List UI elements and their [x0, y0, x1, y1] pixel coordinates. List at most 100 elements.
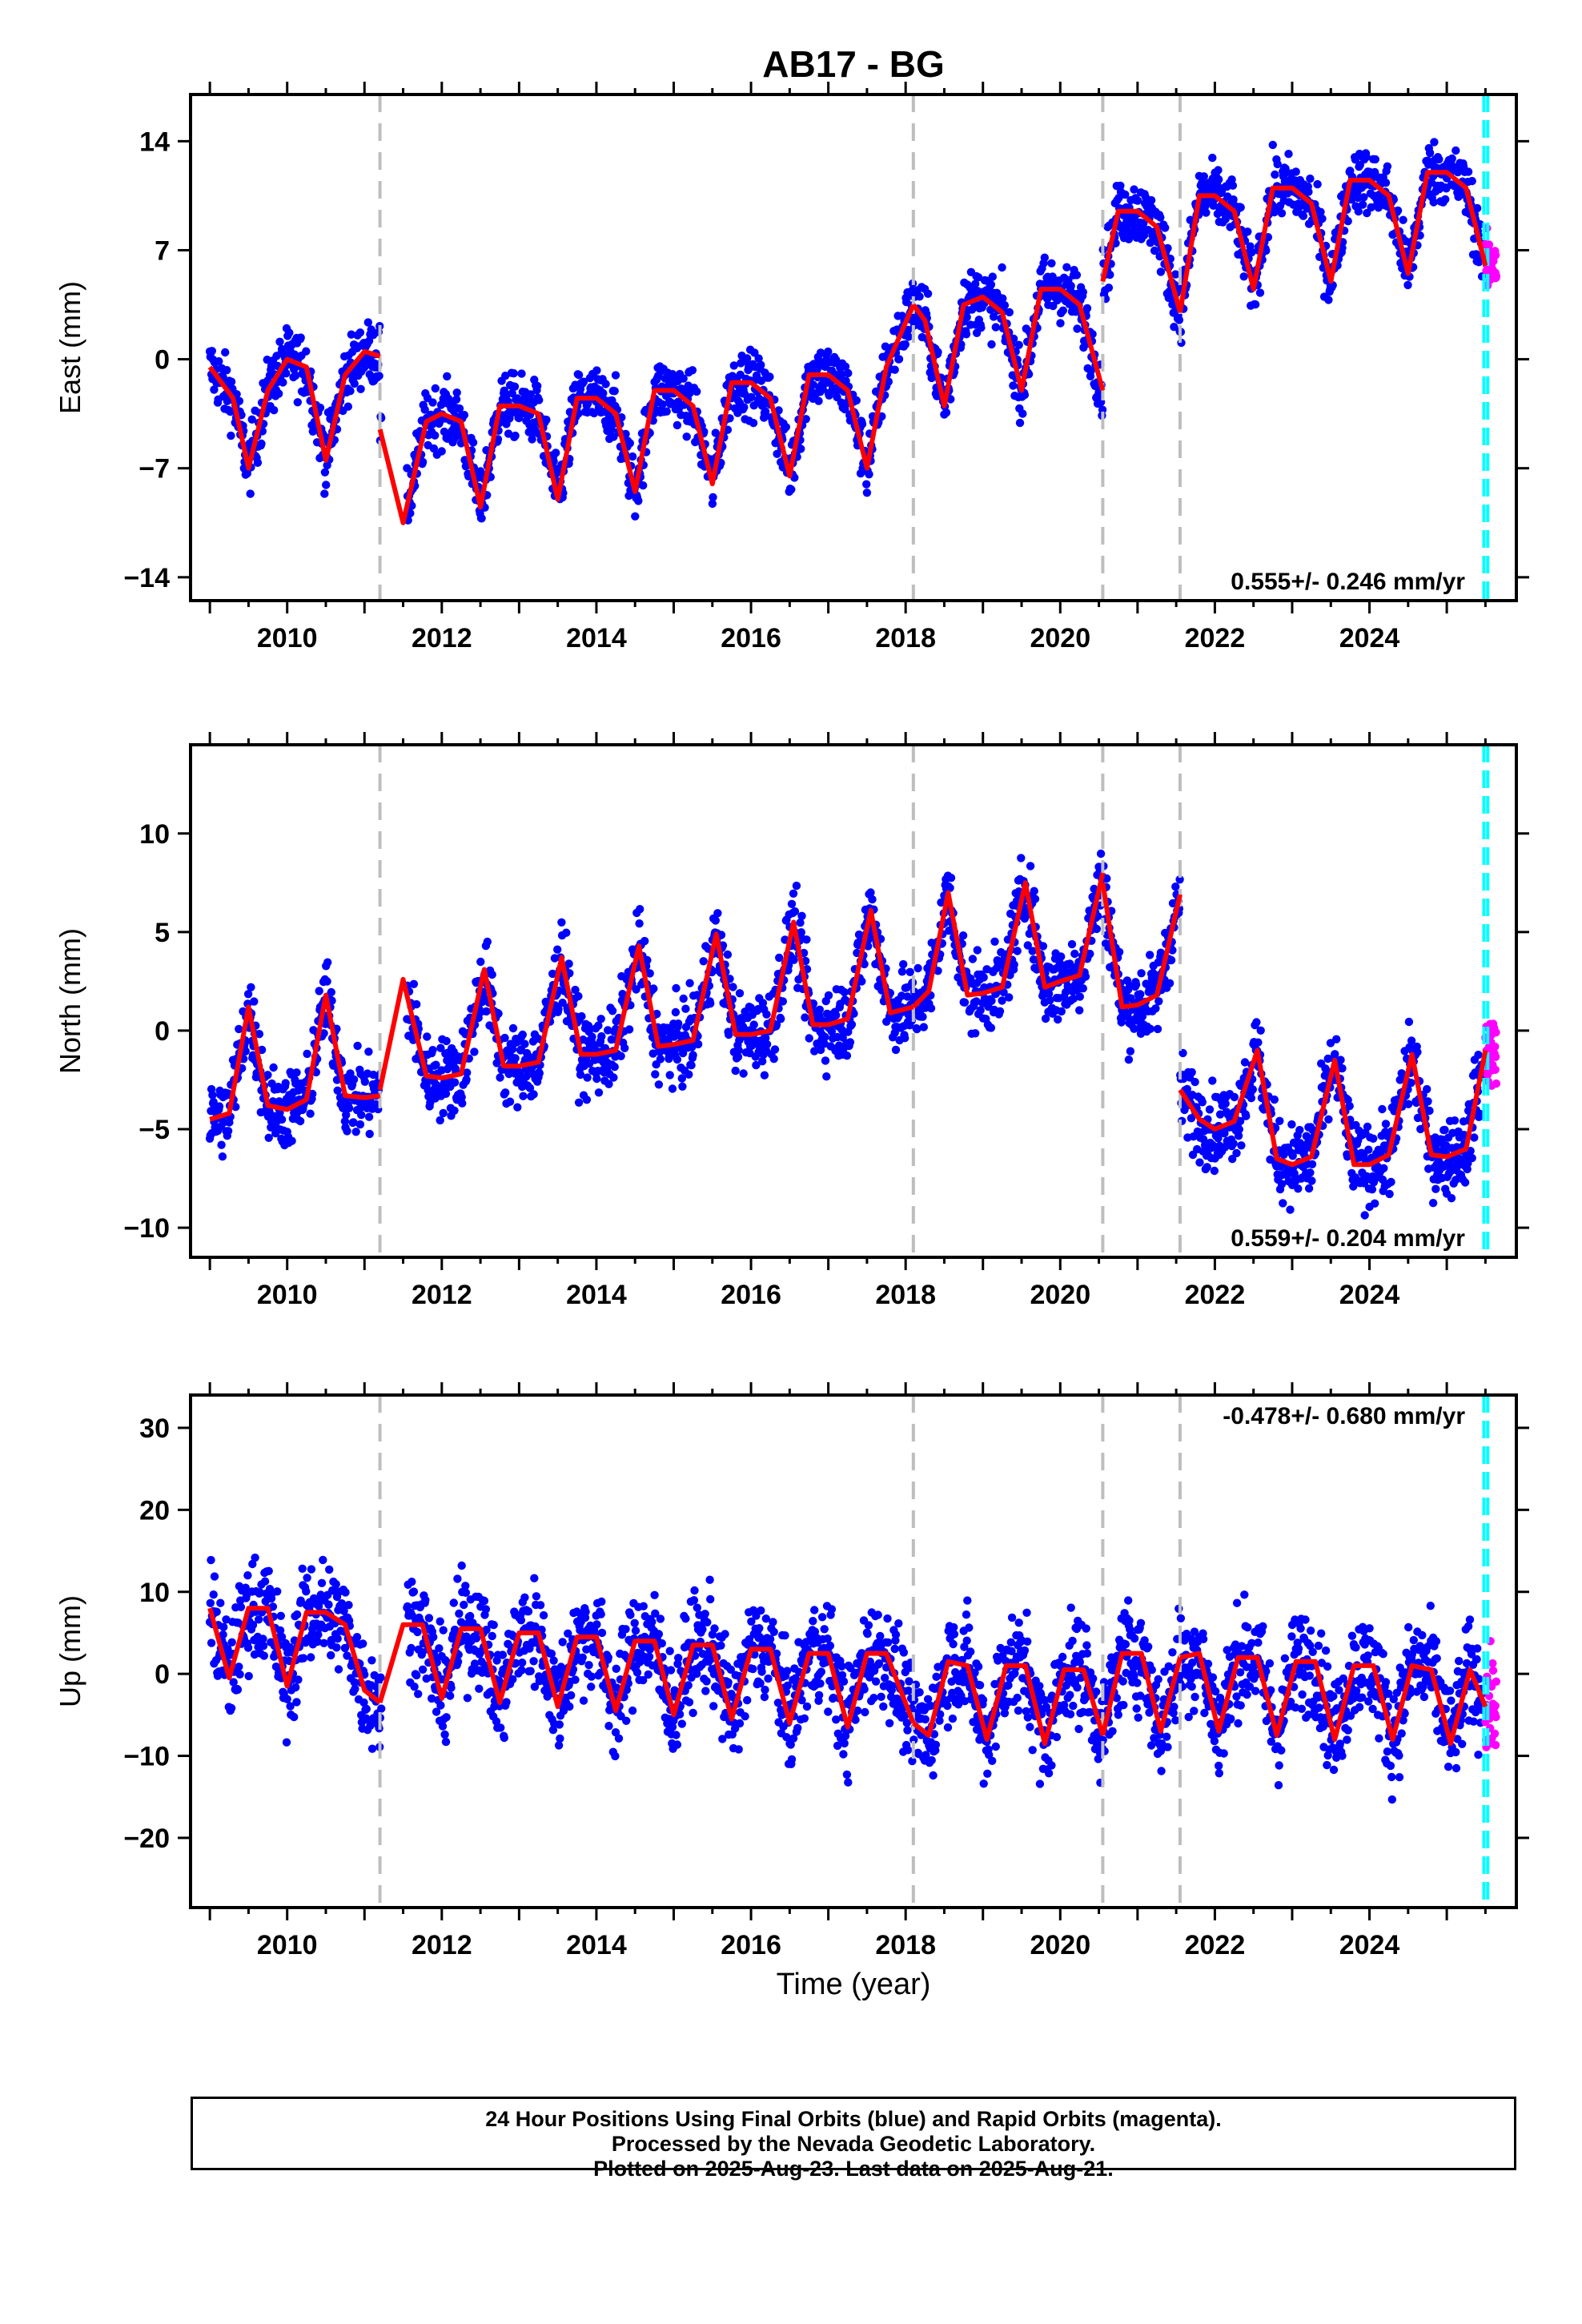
final-point — [1359, 193, 1368, 202]
final-point — [1430, 138, 1439, 147]
final-point — [1360, 1211, 1369, 1220]
final-point — [729, 983, 737, 991]
final-point — [535, 1069, 544, 1078]
final-point — [412, 999, 421, 1009]
final-point — [257, 439, 266, 448]
final-point — [513, 1103, 522, 1112]
final-point — [1254, 1038, 1263, 1047]
final-point — [1005, 993, 1014, 1002]
final-point — [611, 371, 620, 380]
final-point — [1393, 206, 1403, 215]
final-point — [781, 423, 790, 432]
final-point — [797, 911, 806, 921]
final-point — [673, 420, 682, 430]
final-point — [1214, 1134, 1223, 1143]
final-point — [973, 946, 982, 955]
final-point — [971, 1029, 980, 1038]
final-point — [478, 997, 487, 1007]
final-point — [1121, 190, 1130, 199]
final-point — [1215, 1110, 1225, 1119]
final-point — [881, 342, 890, 351]
final-point — [758, 999, 768, 1007]
final-point — [1239, 272, 1248, 281]
final-point — [844, 368, 853, 378]
final-point — [693, 387, 701, 396]
final-point — [709, 493, 717, 502]
final-point — [787, 899, 797, 909]
final-point — [1146, 951, 1154, 959]
final-point — [1054, 1015, 1062, 1024]
final-point — [463, 1068, 472, 1077]
final-point — [894, 355, 904, 364]
final-point — [302, 347, 311, 356]
final-point — [1404, 1017, 1414, 1027]
final-point — [1284, 150, 1293, 159]
final-point — [323, 958, 332, 967]
final-point — [1056, 319, 1065, 328]
final-point — [277, 1115, 287, 1124]
rapid-point — [1491, 1065, 1500, 1075]
final-point — [976, 1006, 985, 1015]
final-point — [571, 985, 580, 995]
final-point — [437, 447, 446, 456]
final-point — [904, 332, 913, 341]
final-point — [733, 1052, 743, 1061]
model-curve — [911, 287, 1106, 408]
final-point — [364, 336, 374, 345]
final-point — [677, 1074, 686, 1083]
final-point — [1156, 213, 1165, 222]
final-point — [1082, 304, 1092, 313]
final-point — [1114, 947, 1124, 957]
final-point — [1156, 948, 1166, 957]
final-point — [934, 967, 942, 975]
final-point — [349, 1075, 359, 1084]
final-point — [1306, 1168, 1315, 1177]
final-point — [986, 280, 996, 289]
final-point — [1381, 1120, 1391, 1128]
final-point — [1343, 1152, 1352, 1161]
final-point — [525, 1084, 535, 1092]
final-point — [797, 928, 805, 937]
final-point — [355, 1120, 365, 1129]
final-point — [671, 1007, 681, 1017]
final-point — [350, 379, 359, 388]
final-point — [601, 380, 610, 388]
final-point — [1208, 1076, 1217, 1085]
final-point — [678, 1048, 688, 1058]
final-point — [1324, 296, 1333, 304]
final-point — [576, 1070, 585, 1080]
final-point — [1379, 1164, 1388, 1173]
final-point — [777, 1015, 785, 1023]
final-point — [901, 1034, 909, 1043]
final-point — [327, 987, 335, 997]
final-point — [634, 497, 643, 505]
final-point — [658, 400, 667, 409]
model-curve — [1100, 882, 1182, 1010]
final-point — [790, 907, 800, 916]
final-point — [717, 931, 726, 939]
final-point — [1273, 159, 1282, 169]
final-point — [351, 1128, 360, 1136]
final-point — [620, 1043, 629, 1053]
final-point — [431, 384, 440, 393]
final-point — [356, 384, 365, 393]
final-point — [221, 348, 230, 357]
final-point — [678, 1082, 687, 1092]
final-point — [668, 1084, 677, 1093]
model-curve — [209, 992, 380, 1122]
final-point — [320, 489, 329, 498]
rapid-point — [1492, 1028, 1500, 1037]
final-point — [1306, 174, 1315, 183]
final-point — [1086, 367, 1095, 376]
final-point — [347, 330, 355, 339]
final-point — [827, 1027, 837, 1036]
final-point — [725, 1030, 733, 1039]
final-point — [1066, 959, 1074, 968]
final-point — [1381, 179, 1391, 187]
final-point — [946, 395, 955, 404]
final-point — [913, 1024, 921, 1034]
final-point — [315, 404, 325, 412]
final-point — [805, 1034, 813, 1043]
final-point — [364, 1112, 374, 1121]
final-point — [1232, 1148, 1241, 1158]
